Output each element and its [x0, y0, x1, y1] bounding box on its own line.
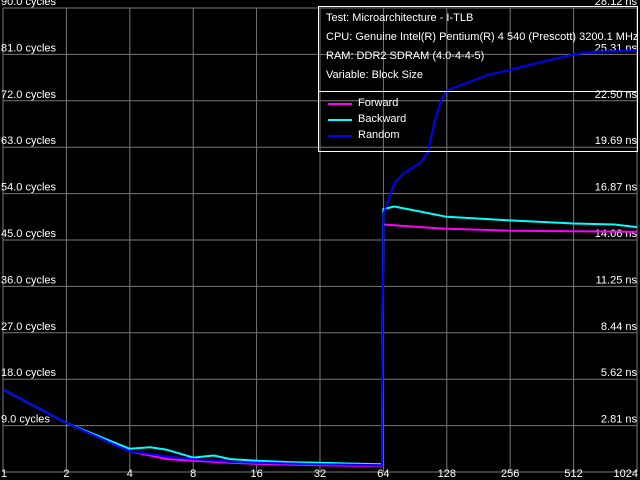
series-line-backward	[2, 205, 638, 466]
x-tick-label: 1	[1, 468, 7, 480]
info-cpu: CPU: Genuine Intel(R) Pentium(R) 4 540 (…	[326, 31, 639, 43]
y-left-tick-label: 9.0 cycles	[1, 414, 50, 426]
y-right-tick-label: 28.12 ns	[595, 0, 638, 8]
x-tick-label: 64	[377, 468, 389, 480]
y-left-tick-label: 63.0 cycles	[1, 135, 57, 147]
y-left-tick-label: 72.0 cycles	[1, 89, 57, 101]
y-right-tick-label: 2.81 ns	[601, 414, 638, 426]
y-right-tick-label: 5.62 ns	[601, 367, 638, 379]
x-tick-label: 16	[250, 468, 262, 480]
legend-label-backward: Backward	[358, 113, 407, 125]
y-right-tick-label: 19.69 ns	[595, 135, 638, 147]
legend-swatch-random	[328, 135, 352, 137]
x-tick-label: 4	[127, 468, 133, 480]
legend-swatch-forward	[328, 103, 352, 105]
y-right-tick-label: 11.25 ns	[596, 274, 638, 286]
y-right-tick-label: 8.44 ns	[601, 321, 638, 333]
y-left-tick-label: 90.0 cycles	[1, 0, 57, 8]
legend-label-forward: Forward	[358, 97, 399, 109]
info-legend-box: Test: Microarchitecture - I-TLB CPU: Gen…	[318, 6, 638, 152]
y-left-tick-label: 27.0 cycles	[1, 321, 57, 333]
y-right-tick-label: 14.06 ns	[595, 228, 638, 240]
legend-label-random: Random	[358, 129, 400, 141]
x-tick-label: 2	[63, 468, 69, 480]
y-left-tick-label: 54.0 cycles	[1, 182, 57, 194]
y-axis-left-labels: 9.0 cycles 18.0 cycles 27.0 cycles 36.0 cyc…	[1, 0, 57, 426]
legend-swatch-backward	[328, 119, 352, 121]
x-tick-label: 256	[501, 468, 519, 480]
x-tick-label: 32	[314, 468, 326, 480]
series-line-forward	[2, 223, 638, 467]
info-ram: RAM: DDR2 SDRAM (4.0-4-4-5)	[326, 50, 485, 62]
series-line-random	[2, 49, 638, 467]
series-lines	[2, 49, 638, 467]
x-tick-label: 512	[564, 468, 582, 480]
y-left-tick-label: 36.0 cycles	[1, 274, 57, 286]
y-left-tick-label: 45.0 cycles	[1, 228, 57, 240]
x-tick-label: 128	[438, 468, 456, 480]
x-axis-labels: 1 2 4 8 16 32 64 128 256 512 1024	[1, 468, 638, 480]
y-left-tick-label: 18.0 cycles	[1, 367, 57, 379]
info-variable: Variable: Block Size	[326, 69, 424, 81]
x-tick-label: 1024	[614, 468, 638, 480]
y-right-tick-label: 16.87 ns	[595, 182, 638, 194]
x-tick-label: 8	[190, 468, 196, 480]
info-test: Test: Microarchitecture - I-TLB	[326, 12, 474, 24]
legend-separator	[319, 91, 637, 92]
y-left-tick-label: 81.0 cycles	[1, 42, 57, 54]
